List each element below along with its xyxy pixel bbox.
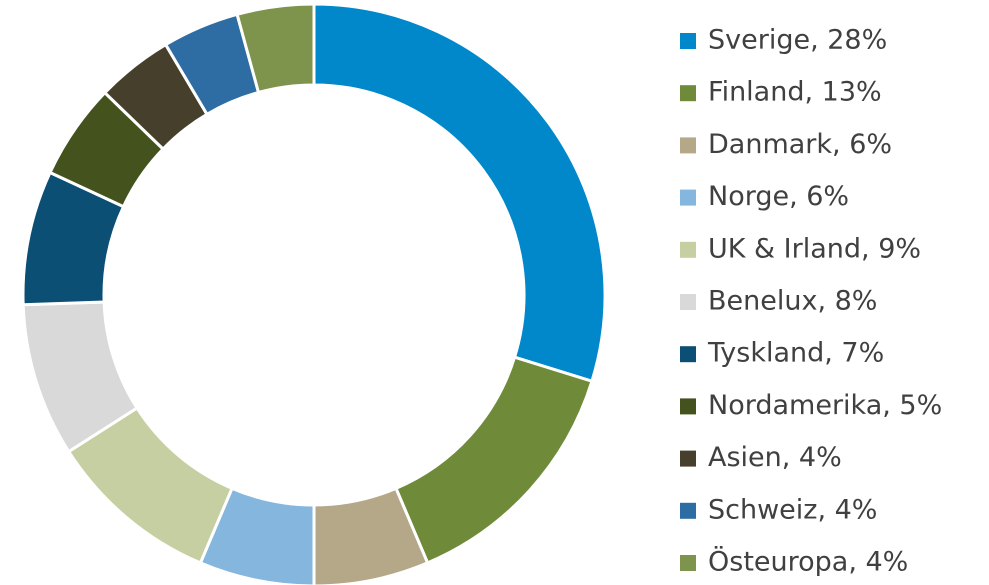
legend-swatch: [680, 85, 696, 102]
legend-label: Asien, 4%: [708, 442, 842, 473]
legend-swatch: [680, 502, 696, 519]
legend-swatch: [680, 398, 696, 415]
legend-label: UK & Irland, 9%: [708, 233, 921, 264]
legend-label: Finland, 13%: [708, 77, 882, 108]
legend-label: Benelux, 8%: [708, 286, 877, 317]
donut-segment: [312, 2, 607, 384]
donut-segment: [312, 486, 430, 585]
legend-label: Schweiz, 4%: [708, 494, 877, 525]
legend-label: Tyskland, 7%: [707, 338, 884, 369]
legend-label: Norge, 6%: [708, 181, 849, 212]
legend-swatch: [680, 189, 696, 206]
legend-label: Östeuropa, 4%: [708, 546, 908, 578]
legend-swatch: [680, 241, 696, 258]
legend-label: Nordamerika, 5%: [708, 390, 942, 421]
legend-label: Sverige, 28%: [708, 25, 887, 56]
legend-swatch: [680, 346, 696, 363]
legend-swatch: [680, 137, 696, 154]
legend-swatch: [680, 450, 696, 467]
legend-label: Danmark, 6%: [708, 129, 892, 160]
legend-swatch: [680, 294, 696, 310]
donut-segment: [235, 2, 316, 95]
legend-swatch: [680, 33, 696, 49]
donut-segment: [394, 355, 594, 565]
legend-swatch: [680, 555, 696, 571]
